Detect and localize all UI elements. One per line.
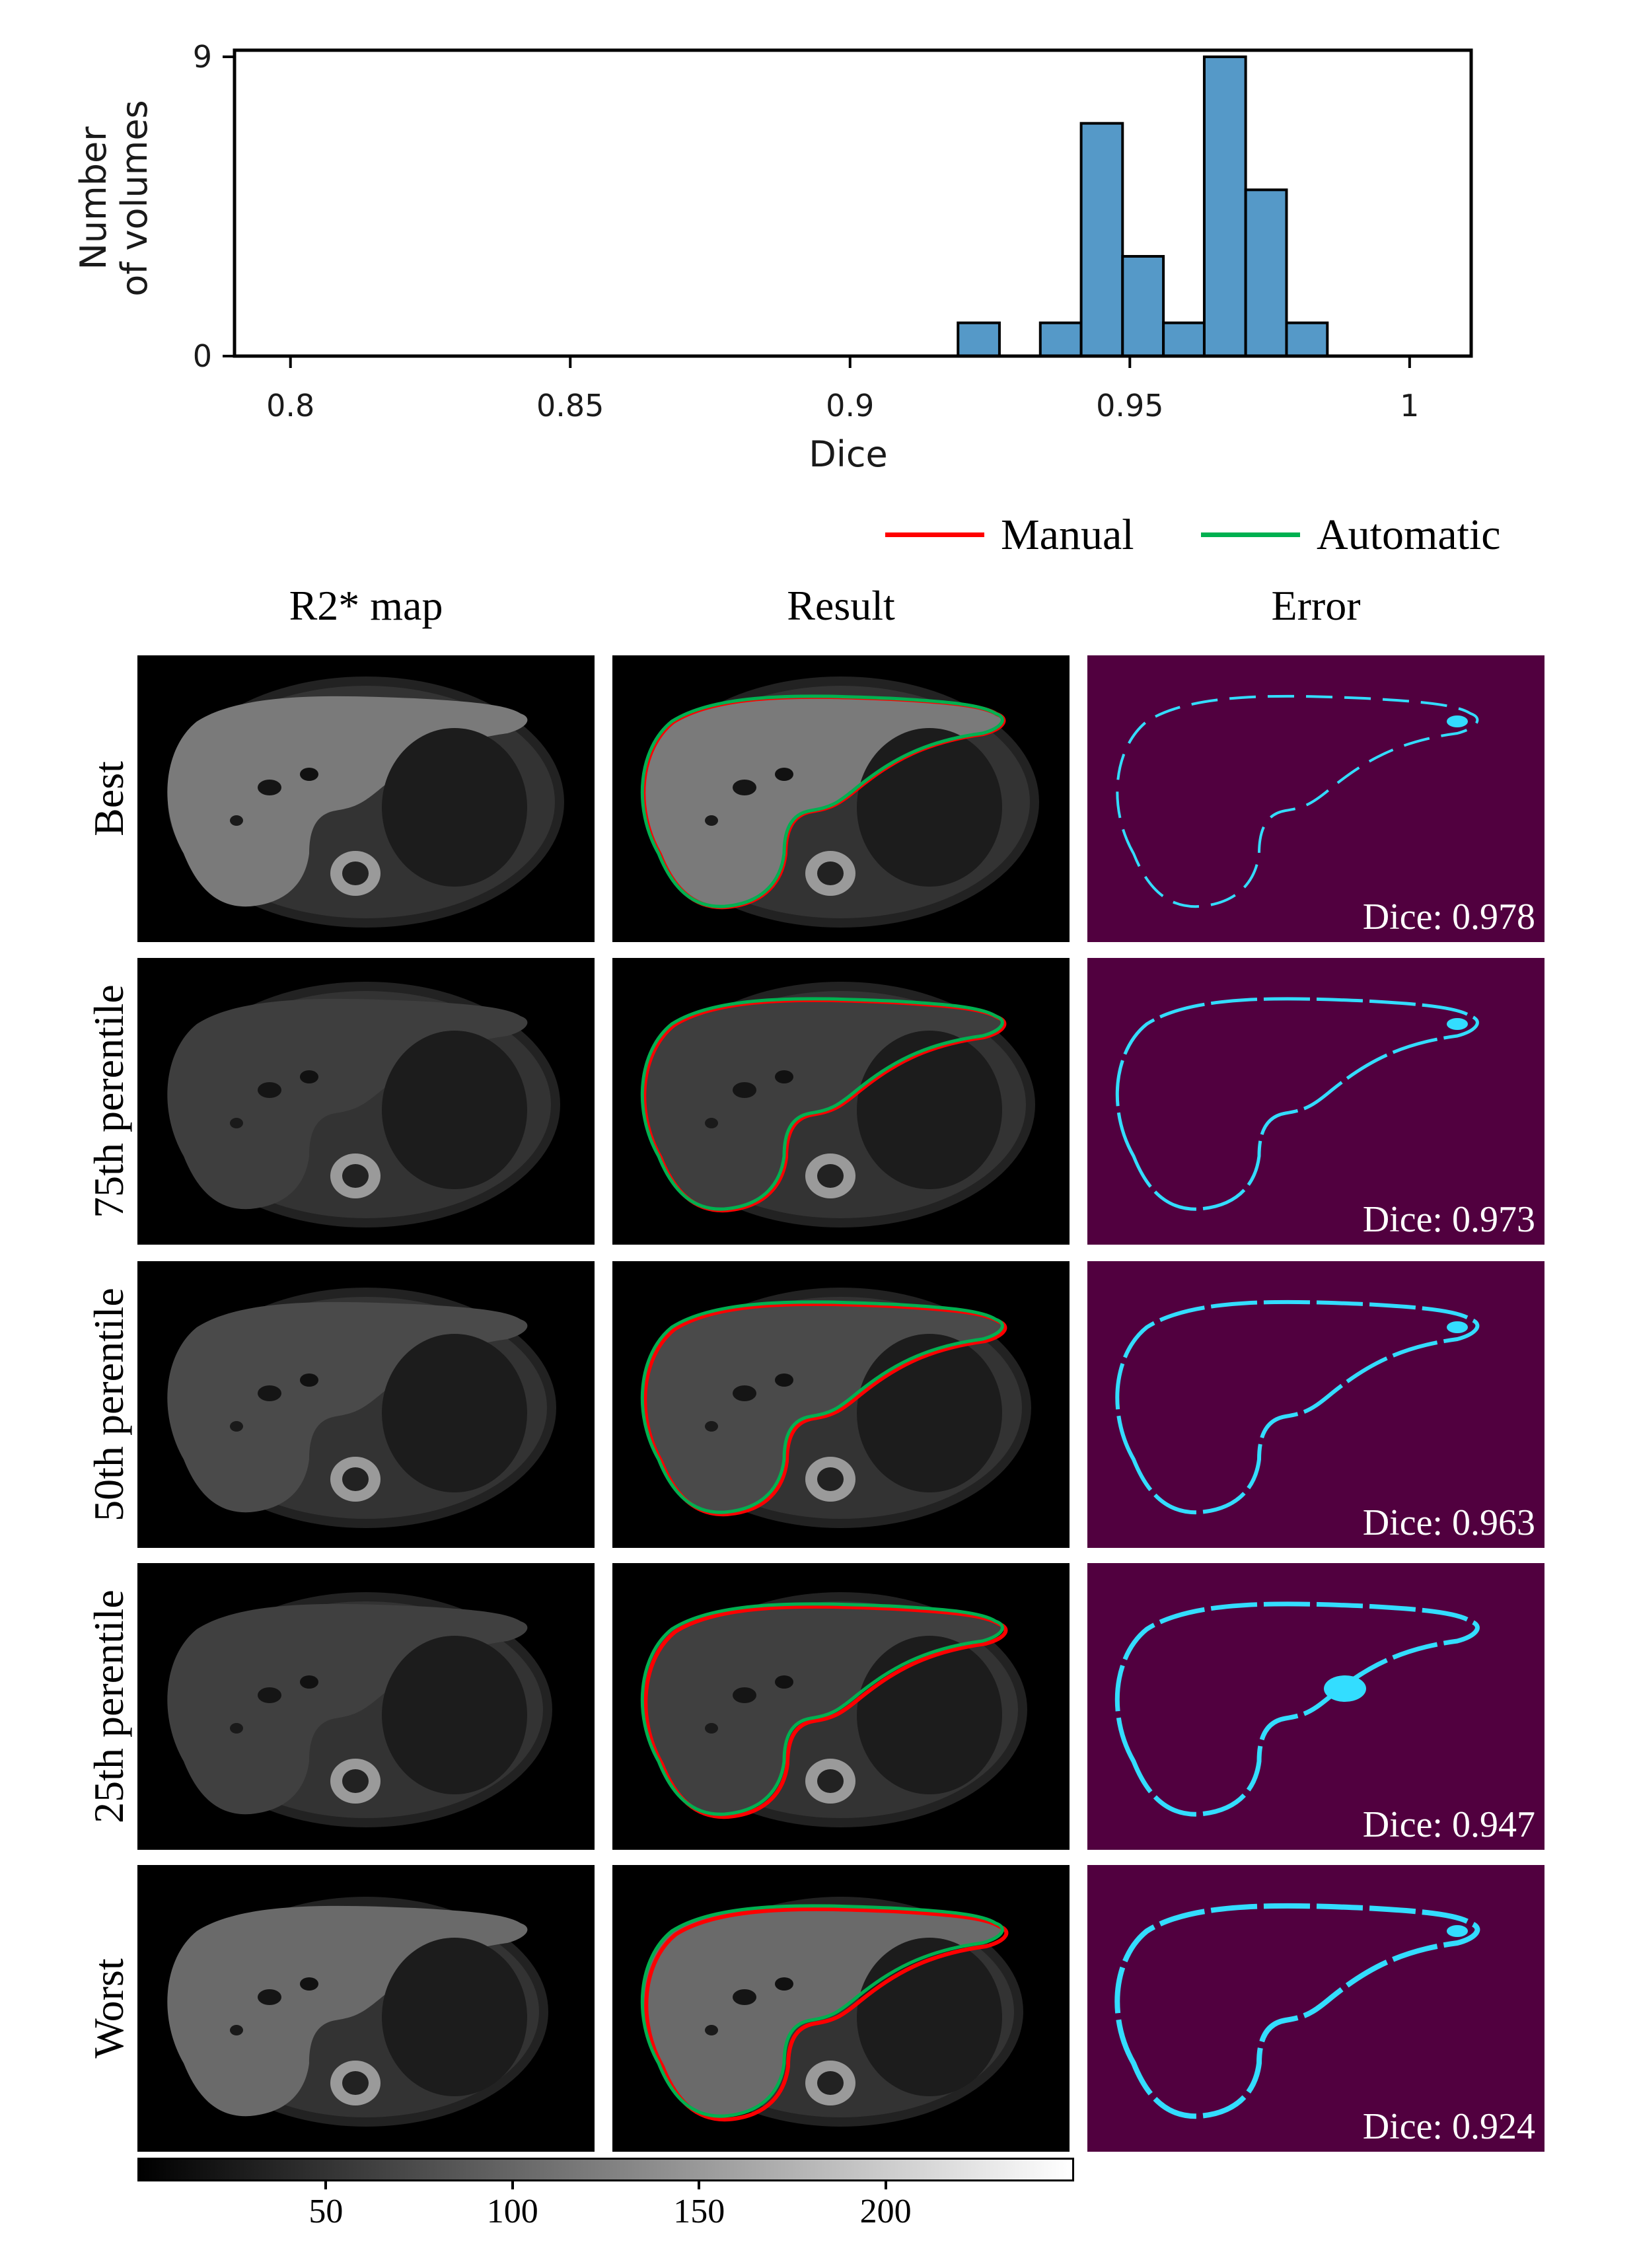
legend-automatic-label: Automatic [1317, 511, 1501, 559]
histogram-bar [1038, 321, 1083, 357]
automatic-contour [640, 1602, 1004, 1816]
x-tick-label: 0.9 [826, 388, 874, 423]
result-image [612, 1563, 1070, 1850]
x-tick-label: 1 [1400, 388, 1419, 423]
row-label: 25th perentile [85, 1590, 132, 1823]
x-tick-label: 0.95 [1096, 388, 1163, 423]
automatic-contour [640, 1300, 1004, 1514]
dice-score-label: Dice: 0.924 [1362, 2106, 1535, 2147]
result-image [612, 1261, 1070, 1548]
r2-map-image [137, 1865, 595, 2152]
legend-manual-line [885, 532, 984, 537]
x-tick-label: 0.85 [536, 388, 604, 423]
manual-contour [643, 1301, 1007, 1517]
legend: Manual Automatic [885, 509, 1546, 562]
y-ticks: 09 [193, 39, 235, 374]
colorbar-tick [698, 2181, 701, 2189]
error-image: Dice: 0.924 [1087, 1865, 1544, 2152]
legend-automatic-line [1201, 532, 1300, 537]
row-label: Best [85, 761, 132, 836]
histogram-bar [1285, 321, 1329, 357]
error-contour [1115, 997, 1479, 1211]
y-axis-label: Number of volumes [73, 100, 155, 296]
histogram-bar [1121, 255, 1165, 357]
svg-text:of volumes: of volumes [114, 100, 155, 296]
error-region [1447, 1321, 1468, 1333]
result-image [612, 958, 1070, 1245]
y-tick-label: 0 [193, 338, 212, 374]
automatic-contour [640, 997, 1004, 1211]
dice-histogram: 0.8 0.85 0.9 0.95 1 09 Dice Number of volume… [73, 39, 1473, 475]
column-title-error: Error [1271, 582, 1361, 629]
error-region [1447, 1925, 1468, 1937]
row-label: Worst [85, 1958, 132, 2059]
result-image [612, 1865, 1070, 2152]
r2-map-image [137, 1261, 595, 1548]
error-image: Dice: 0.963 [1087, 1261, 1544, 1548]
x-ticks: 0.8 0.85 0.9 0.95 1 [266, 356, 1419, 423]
x-axis-label: Dice [809, 433, 888, 475]
histogram-bar [1162, 321, 1206, 357]
colorbar-tick [324, 2181, 328, 2189]
histogram-bar [957, 321, 1001, 357]
y-tick-label: 9 [193, 39, 212, 75]
colorbar-tick-label: 200 [859, 2193, 912, 2230]
manual-contour [644, 1907, 1009, 2122]
svg-text:Number: Number [73, 126, 114, 270]
histogram-bar [1244, 188, 1288, 358]
error-image: Dice: 0.978 [1087, 655, 1544, 942]
histogram-bar [1202, 55, 1247, 357]
column-title-result: Result [787, 582, 895, 629]
column-title-r2-map: R2* map [289, 582, 443, 629]
error-region [1447, 1018, 1468, 1030]
dice-score-label: Dice: 0.973 [1362, 1199, 1535, 1240]
colorbar [137, 2158, 1074, 2181]
result-image [612, 655, 1070, 942]
r2-map-image [137, 655, 595, 942]
error-region [1324, 1675, 1366, 1702]
x-tick-label: 0.8 [266, 388, 314, 423]
r2-map-image [137, 958, 595, 1245]
automatic-contour [640, 694, 1004, 908]
legend-manual-label: Manual [1001, 511, 1134, 559]
plot-frame [233, 48, 1473, 358]
dice-score-label: Dice: 0.947 [1362, 1804, 1535, 1845]
colorbar-tick-label: 100 [486, 2193, 538, 2230]
r2-map-image [137, 1563, 595, 1850]
automatic-contour [640, 1904, 1004, 2118]
manual-contour [643, 1604, 1008, 1819]
histogram-bars [957, 55, 1329, 358]
row-label: 75th perentile [85, 984, 132, 1218]
error-region [1447, 715, 1468, 727]
histogram-bar [1079, 122, 1124, 358]
colorbar-tick [511, 2181, 514, 2189]
dice-score-label: Dice: 0.978 [1362, 896, 1535, 937]
error-contour [1114, 1601, 1480, 1817]
error-image: Dice: 0.947 [1087, 1563, 1544, 1850]
error-contour [1116, 694, 1479, 908]
row-label: 50th perentile [85, 1288, 132, 1521]
colorbar-tick-label: 50 [309, 2193, 344, 2230]
error-contour [1114, 1903, 1480, 2119]
colorbar-tick-label: 150 [673, 2193, 725, 2230]
dice-score-label: Dice: 0.963 [1362, 1502, 1535, 1543]
colorbar-tick [884, 2181, 887, 2189]
error-image: Dice: 0.973 [1087, 958, 1544, 1245]
error-contour [1115, 1299, 1480, 1515]
